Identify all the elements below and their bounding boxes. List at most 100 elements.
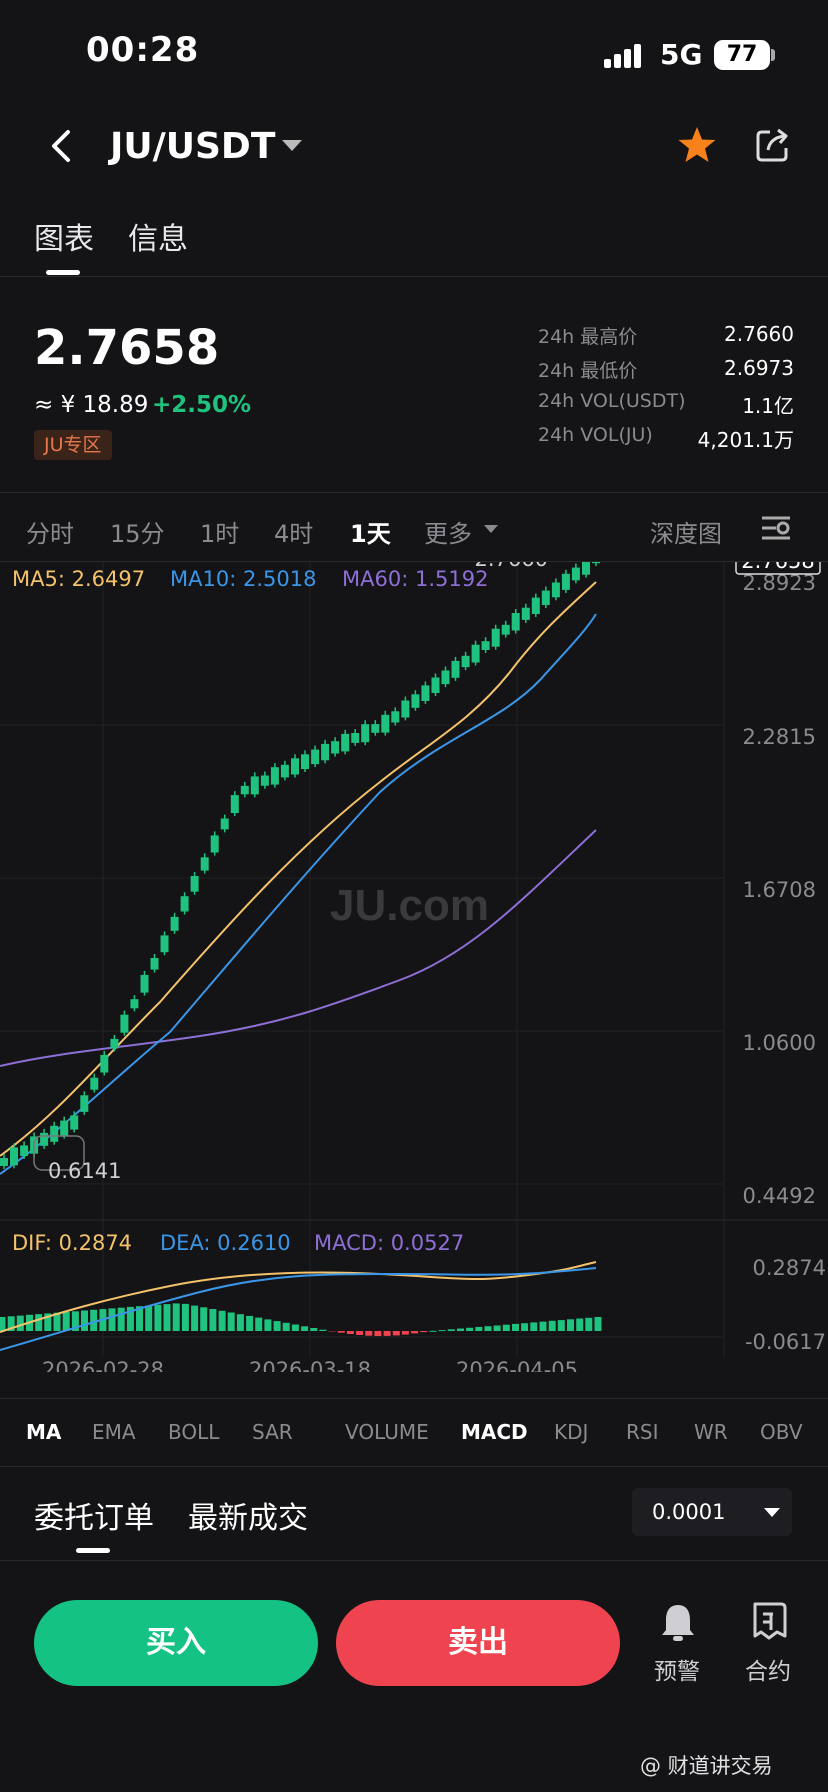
ma10-line	[0, 613, 597, 1175]
tab-chart[interactable]: 图表	[34, 222, 94, 257]
macd-bar	[44, 1313, 52, 1331]
macd-bar	[71, 1311, 79, 1331]
macd-bar	[493, 1325, 501, 1331]
dea-line	[0, 1267, 597, 1351]
battery-tip	[771, 49, 775, 61]
macd-bar	[264, 1319, 272, 1331]
macd-bar	[585, 1317, 593, 1331]
macd-bar	[521, 1323, 529, 1331]
y-tick: 2.2815	[743, 725, 816, 749]
indicator-obv[interactable]: OBV	[760, 1420, 803, 1444]
tab-info[interactable]: 信息	[128, 222, 188, 257]
indicator-boll[interactable]: BOLL	[168, 1420, 220, 1444]
sliders-icon	[762, 516, 790, 540]
macd-bar	[35, 1314, 43, 1331]
macd-bar	[246, 1315, 254, 1331]
network-label: 5G	[660, 38, 703, 71]
contract-label[interactable]: 合约	[745, 1659, 791, 1685]
macd-bar	[383, 1331, 391, 1336]
macd-bar	[16, 1315, 24, 1331]
macd-tick: 0.2874	[753, 1256, 826, 1280]
macd-bar	[209, 1309, 217, 1331]
x-tick: 2026-02-28	[42, 1358, 164, 1372]
macd-bar	[438, 1330, 446, 1332]
macd-bar	[346, 1331, 354, 1334]
signal-icon	[604, 42, 644, 68]
ma60-legend: MA60: 1.5192	[342, 567, 488, 591]
timeframe-1d[interactable]: 1天	[350, 520, 391, 548]
indicator-kdj[interactable]: KDJ	[554, 1420, 589, 1444]
macd-bar	[108, 1308, 116, 1331]
stat-vol-usdt-value: 1.1亿	[742, 394, 794, 418]
alert-label[interactable]: 预警	[654, 1659, 700, 1685]
timeframe-time[interactable]: 分时	[26, 520, 74, 548]
macd-bar	[81, 1310, 88, 1331]
stat-high-label: 24h 最高价	[538, 326, 638, 348]
battery-icon: 77	[714, 40, 770, 70]
macd-bar	[90, 1309, 98, 1331]
macd-bar	[218, 1310, 226, 1331]
x-tick: 2026-03-18	[249, 1358, 371, 1372]
macd-bar	[420, 1331, 428, 1333]
current-price-tag	[735, 562, 821, 575]
zone-badge[interactable]: JU专区	[34, 430, 112, 460]
alert-button[interactable]	[656, 1600, 700, 1644]
back-button[interactable]	[42, 126, 82, 166]
indicator-wr[interactable]: WR	[694, 1420, 728, 1444]
macd-histogram	[0, 1303, 602, 1336]
macd-bar	[557, 1320, 565, 1331]
macd-bar	[475, 1327, 483, 1331]
candlestick-chart[interactable]: JU.com MA5: 2.6497 MA10: 2.5018 MA60: 1.…	[0, 562, 828, 1372]
macd-bar	[255, 1317, 263, 1331]
sell-button[interactable]: 卖出	[336, 1600, 620, 1686]
ma5-legend: MA5: 2.6497	[12, 567, 145, 591]
macd-bar	[539, 1321, 547, 1331]
bell-icon	[662, 1605, 694, 1641]
indicator-volume[interactable]: VOLUME	[345, 1420, 429, 1444]
timeframe-15m[interactable]: 15分	[110, 520, 165, 548]
depth-chart-tab[interactable]: 深度图	[650, 520, 722, 548]
macd-bar	[310, 1328, 318, 1331]
tab-open-orders[interactable]: 委托订单	[34, 1501, 154, 1536]
status-time: 00:28	[86, 30, 200, 70]
macd-bar	[172, 1303, 180, 1331]
share-icon	[756, 128, 788, 162]
divider	[0, 1466, 828, 1467]
favorite-button[interactable]	[676, 124, 718, 166]
caret-down-icon[interactable]	[282, 140, 302, 151]
macd-bar	[484, 1326, 492, 1331]
indicator-macd[interactable]: MACD	[461, 1420, 528, 1444]
timeframe-4h[interactable]: 4时	[274, 520, 314, 548]
contract-icon	[753, 1602, 787, 1640]
current-price-value: 2.7658	[741, 562, 814, 573]
candles	[0, 562, 600, 1169]
low-marker	[33, 1135, 85, 1171]
low-price-label: 0.6141	[48, 1159, 121, 1183]
macd-tick: -0.0617	[745, 1330, 826, 1354]
y-tick: 1.6708	[743, 878, 816, 902]
caret-down-icon	[484, 525, 498, 533]
indicator-sar[interactable]: SAR	[252, 1420, 293, 1444]
macd-bar	[117, 1307, 125, 1331]
chart-settings-button[interactable]	[760, 514, 792, 542]
macd-legend: MACD: 0.0527	[314, 1231, 464, 1255]
stat-low-label: 24h 最低价	[538, 360, 638, 382]
buy-button[interactable]: 买入	[34, 1600, 318, 1686]
timeframe-1h[interactable]: 1时	[200, 520, 240, 548]
tab-latest-trades[interactable]: 最新成交	[188, 1501, 308, 1536]
macd-bar	[126, 1306, 134, 1331]
caret-down-icon	[764, 1508, 780, 1517]
indicator-ma[interactable]: MA	[26, 1420, 62, 1444]
pair-title[interactable]: JU/USDT	[110, 126, 276, 167]
macd-bar	[273, 1321, 281, 1331]
timeframe-more[interactable]: 更多	[424, 520, 472, 548]
precision-value: 0.0001	[652, 1500, 726, 1524]
contract-button[interactable]	[747, 1600, 791, 1644]
indicator-rsi[interactable]: RSI	[626, 1420, 659, 1444]
share-button[interactable]	[754, 126, 792, 164]
macd-bar	[594, 1317, 602, 1331]
indicator-ema[interactable]: EMA	[92, 1420, 136, 1444]
high-price-label: 2.7660	[475, 562, 548, 571]
macd-bar	[200, 1307, 208, 1331]
ma5-line	[0, 581, 597, 1157]
